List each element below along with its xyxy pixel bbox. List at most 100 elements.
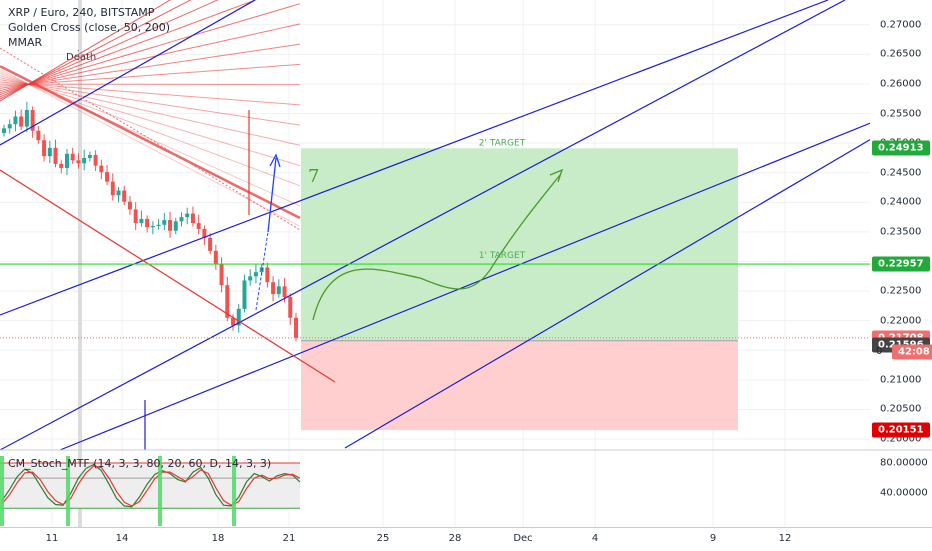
bar-countdown: 42:08 <box>892 344 932 360</box>
candle-body <box>19 116 24 127</box>
price-tick-label: 0.25500 <box>880 108 922 120</box>
chart-legend: XRP / Euro, 240, BITSTAMP Golden Cross (… <box>8 5 170 50</box>
ma-line <box>0 79 301 126</box>
price-tick-label: 0.20500 <box>880 403 922 415</box>
stoch-signal-bar <box>66 456 70 526</box>
candle-body <box>122 190 127 202</box>
price-label-badge: 0.24913 <box>872 140 930 156</box>
ma-line <box>0 77 301 146</box>
candle-body <box>13 116 18 125</box>
ma-line <box>0 3 301 94</box>
stoch-signal-bar <box>158 456 162 526</box>
ma-line <box>0 83 300 86</box>
ma-line <box>0 0 219 98</box>
price-tick-label: 0.20000 <box>880 433 922 445</box>
ma-line <box>0 23 301 91</box>
loss-zone <box>301 340 738 431</box>
price-tick-label: 0.27000 <box>880 19 922 31</box>
stoch-line-k <box>1 463 301 508</box>
time-tick-label: 11 <box>45 533 59 544</box>
ma-line <box>0 0 192 100</box>
ma-line <box>0 43 301 89</box>
time-tick-label: 4 <box>591 533 599 544</box>
time-tick-label: 21 <box>282 533 296 544</box>
candle-body <box>64 153 69 169</box>
candle-body <box>7 124 12 129</box>
candle-body <box>156 224 161 226</box>
price-label-badge: 0.22957 <box>872 256 930 272</box>
channel-line <box>0 0 256 146</box>
price-channel <box>0 0 879 451</box>
candle-body <box>276 286 281 295</box>
price-tick-label: 0.24500 <box>880 167 922 179</box>
candle-body <box>179 217 184 222</box>
candle-body <box>116 190 121 196</box>
candle-body <box>36 130 41 141</box>
ma-line <box>0 70 301 207</box>
handdrawn-path <box>312 174 561 321</box>
candlesticks <box>2 101 298 342</box>
candle-body <box>42 140 47 157</box>
projection-arrow <box>267 157 277 233</box>
candle-body <box>127 201 132 210</box>
channel-line <box>0 0 846 451</box>
candle-body <box>59 163 64 169</box>
stoch-signal-bar <box>232 456 236 526</box>
candle-body <box>87 154 92 158</box>
price-tick-label: 0.26000 <box>880 78 922 90</box>
ma-line <box>0 0 257 96</box>
price-tick-label: 0.22500 <box>880 285 922 297</box>
profit-zone <box>301 148 738 341</box>
indicator-axis[interactable]: 80.00000 40.00000 <box>870 452 932 524</box>
candle-body <box>225 285 230 318</box>
candle-body <box>53 147 58 164</box>
time-tick-label: 12 <box>778 533 792 544</box>
candle-body <box>196 223 201 229</box>
candle-body <box>70 153 75 161</box>
candle-body <box>259 267 264 273</box>
candle-body <box>150 226 155 228</box>
ma-line <box>0 63 301 87</box>
death-dot: . <box>77 44 80 53</box>
channel-line <box>0 0 829 316</box>
time-tick-label: Dec <box>513 533 533 544</box>
channel-line <box>59 119 879 451</box>
price-tick-label: 0.21000 <box>880 374 922 386</box>
ma-line <box>0 0 171 102</box>
handdrawn-arrow-head <box>549 168 564 183</box>
candle-body <box>173 221 178 231</box>
candle-body <box>282 286 287 298</box>
channel-line <box>344 134 879 449</box>
time-tick-label: 28 <box>448 533 462 544</box>
study-golden-cross: Golden Cross (close, 50, 200) <box>8 21 171 34</box>
candle-body <box>82 157 87 164</box>
candle-body <box>30 110 35 131</box>
projection-dashed <box>255 231 269 311</box>
candle-body <box>47 147 52 157</box>
candle-body <box>162 220 167 225</box>
candle-body <box>168 220 173 231</box>
candle-body <box>185 213 190 218</box>
candle-body <box>265 267 270 283</box>
candle-body <box>99 165 104 173</box>
candle-body <box>24 110 29 127</box>
ma-line-lead <box>0 65 301 220</box>
time-tick-label: 9 <box>709 533 717 544</box>
time-tick-label: 18 <box>211 533 225 544</box>
time-axis[interactable]: 11 14 18 21 25 28 Dec 4 9 12 <box>0 527 932 551</box>
candle-body <box>139 218 144 224</box>
downtrend-line <box>0 169 336 383</box>
study-mmar: MMAR <box>8 36 43 49</box>
mmar-ribbon <box>0 0 301 227</box>
indicator-legend: CM_Stoch_MTF (14, 3, 3, 80, 20, 60, D, 1… <box>8 457 272 470</box>
handwritten-seven: 7 <box>308 166 319 187</box>
candle-body <box>190 213 195 224</box>
symbol-title: XRP / Euro, 240, BITSTAMP <box>8 6 155 19</box>
zero-marker: 0 <box>876 345 883 357</box>
candle-body <box>2 128 6 134</box>
candle-body <box>294 317 298 338</box>
price-axis[interactable]: 0.270000.265000.260000.255000.250000.245… <box>870 0 932 448</box>
candle-body <box>76 160 81 164</box>
